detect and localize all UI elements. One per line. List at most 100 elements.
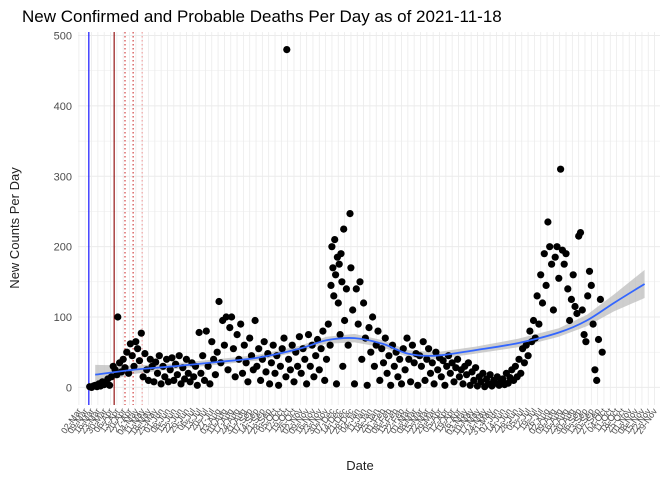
data-point [339, 362, 347, 370]
y-axis-title: New Counts Per Day [7, 167, 22, 289]
data-point [195, 328, 203, 337]
data-point [589, 320, 597, 328]
data-point [383, 369, 391, 377]
smooth-line [95, 283, 646, 376]
data-point [452, 364, 460, 372]
data-point [555, 274, 563, 282]
y-tick-label: 0 [66, 382, 72, 394]
data-point [132, 338, 140, 346]
data-point [275, 381, 283, 389]
data-point [428, 359, 436, 367]
data-point [173, 371, 181, 379]
data-point [549, 306, 558, 314]
data-point [251, 316, 259, 325]
data-point [322, 355, 331, 363]
data-point [432, 348, 440, 356]
data-point [576, 229, 585, 237]
data-point [472, 364, 480, 372]
y-tick-label: 400 [54, 101, 72, 113]
x-axis-ticks: 02-Mar09-Mar16-Mar23-Mar30-Mar06-Apr13-A… [59, 406, 660, 437]
data-point [594, 335, 603, 344]
data-point [114, 313, 122, 321]
data-point [315, 366, 323, 374]
data-point [286, 366, 294, 374]
data-point [328, 243, 336, 251]
data-point [417, 362, 425, 370]
data-point [283, 46, 291, 54]
data-point [578, 306, 586, 314]
data-point [537, 271, 545, 279]
data-point [294, 362, 302, 370]
data-point [331, 236, 339, 244]
data-point [197, 369, 205, 377]
data-point [144, 376, 153, 384]
data-point [242, 359, 250, 367]
data-point [334, 299, 342, 307]
data-point [454, 355, 462, 363]
data-point [107, 373, 115, 381]
data-point [330, 292, 338, 300]
data-point [551, 253, 559, 261]
data-point [346, 210, 354, 218]
data-point [181, 375, 189, 383]
y-tick-label: 200 [54, 242, 72, 254]
data-point [304, 331, 313, 339]
data-point [441, 381, 449, 389]
data-point [573, 309, 581, 318]
data-point [175, 352, 183, 360]
data-point [455, 373, 463, 381]
data-point [262, 368, 270, 376]
data-point [213, 348, 221, 356]
data-point [170, 376, 178, 384]
data-point [338, 278, 346, 286]
y-tick-label: 300 [54, 171, 72, 183]
data-point [229, 345, 237, 353]
data-point [403, 334, 411, 342]
data-point [125, 369, 133, 377]
data-point [211, 371, 219, 379]
data-point [200, 376, 209, 384]
data-point [354, 320, 362, 328]
data-point [584, 292, 592, 300]
data-point [329, 264, 337, 272]
data-point [591, 366, 599, 374]
data-point [407, 378, 415, 386]
data-point [459, 380, 467, 388]
data-point [567, 295, 576, 303]
y-axis-ticks: 0 100 200 300 400 500 [54, 31, 72, 395]
data-point [278, 345, 286, 353]
data-point [276, 362, 284, 370]
data-point [448, 359, 456, 367]
data-point [168, 354, 176, 362]
smooth-trend-line [95, 283, 646, 376]
data-point [582, 338, 590, 346]
data-point [106, 381, 114, 389]
data-point [332, 271, 340, 279]
data-point [306, 362, 314, 370]
data-point [134, 345, 142, 353]
data-point [463, 371, 471, 379]
data-point [397, 380, 406, 388]
data-point [336, 331, 344, 339]
data-point [363, 381, 371, 389]
data-point [326, 341, 334, 349]
data-point [378, 345, 386, 353]
data-point [312, 352, 320, 360]
data-point [352, 285, 360, 293]
data-point [317, 345, 325, 353]
data-point [237, 320, 245, 328]
data-point [202, 327, 210, 335]
data-point [399, 345, 407, 353]
data-point [340, 225, 348, 233]
data-point [522, 341, 530, 349]
data-point [560, 260, 568, 268]
data-point [571, 302, 579, 311]
data-point [210, 355, 218, 363]
data-point [394, 373, 402, 381]
data-point [580, 331, 588, 339]
data-point [593, 376, 601, 384]
data-point [327, 281, 335, 289]
data-point [271, 369, 279, 377]
data-point [282, 373, 290, 381]
